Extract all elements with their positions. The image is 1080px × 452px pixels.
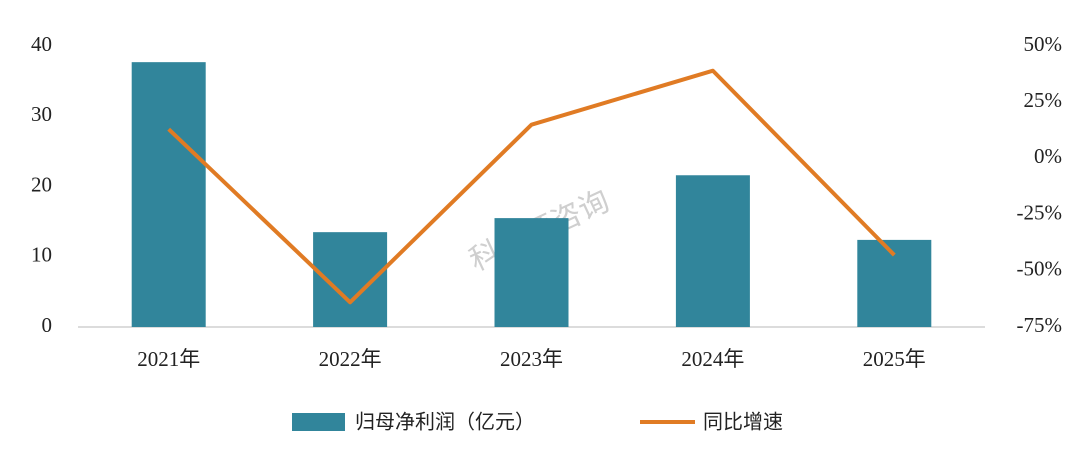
legend-label: 归母净利润（亿元） xyxy=(355,410,535,434)
y2-tick-label: -75% xyxy=(1017,313,1063,337)
bar xyxy=(131,62,206,327)
legend-label: 同比增速 xyxy=(703,410,783,434)
y2-tick-label: -25% xyxy=(1017,200,1063,224)
y-tick-label: 0 xyxy=(42,313,53,337)
bar xyxy=(675,175,750,327)
y2-tick-label: -50% xyxy=(1017,257,1063,281)
line xyxy=(167,68,896,305)
x-tick-label: 2021年 xyxy=(137,347,200,371)
x-tick-label: 2023年 xyxy=(500,347,563,371)
y-tick-label: 40 xyxy=(31,32,52,56)
legend-swatch xyxy=(292,413,345,431)
x-tick-label: 2024年 xyxy=(681,347,744,371)
x-tick-label: 2025年 xyxy=(863,347,926,371)
y2-tick-label: 0% xyxy=(1034,144,1062,168)
y-tick-label: 10 xyxy=(31,243,52,267)
y2-tick-label: 25% xyxy=(1024,88,1063,112)
y-tick-label: 20 xyxy=(31,172,52,196)
bar xyxy=(494,218,569,327)
y2-tick-label: 50% xyxy=(1024,32,1063,56)
x-tick-label: 2022年 xyxy=(319,347,382,371)
y-tick-label: 30 xyxy=(31,102,52,126)
